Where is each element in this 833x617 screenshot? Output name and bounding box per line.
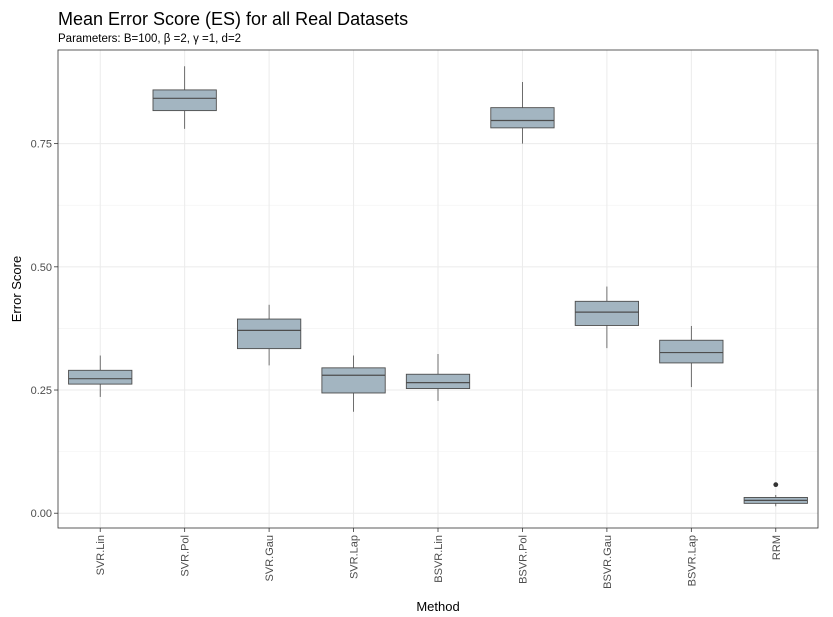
- y-tick-label: 0.25: [31, 385, 52, 397]
- x-axis-title: Method: [416, 599, 459, 614]
- boxes-layer: [68, 66, 808, 507]
- box-rrm: [743, 482, 808, 507]
- x-tick-label: BSVR.Gau: [602, 535, 614, 589]
- box-bsvr-lin: [405, 354, 471, 401]
- box-iqr: [236, 318, 302, 350]
- box-bsvr-pol: [490, 82, 555, 144]
- box-bsvr-gau: [574, 286, 640, 349]
- x-tick-label: BSVR.Lin: [433, 535, 445, 583]
- box-svr-gau: [236, 304, 302, 366]
- y-axis-title: Error Score: [9, 256, 24, 322]
- grid-lines: [58, 50, 818, 528]
- box-iqr: [68, 369, 133, 385]
- x-tick-label: SVR.Pol: [180, 535, 192, 577]
- box-iqr: [405, 373, 471, 389]
- box-iqr: [659, 339, 724, 364]
- chart-subtitle: Parameters: B=100, β =2, γ =1, d=2: [58, 33, 241, 45]
- box-svr-lap: [321, 355, 386, 412]
- box-iqr: [490, 107, 555, 129]
- x-tick-label: BSVR.Pol: [517, 535, 529, 584]
- x-tick-label: SVR.Lin: [95, 535, 107, 575]
- outlier-point: [773, 482, 779, 488]
- x-tick-label: SVR.Gau: [264, 535, 276, 581]
- box-iqr: [321, 367, 386, 394]
- box-iqr: [574, 300, 640, 326]
- chart-title: Mean Error Score (ES) for all Real Datas…: [58, 9, 408, 29]
- y-tick-label: 0.75: [31, 139, 52, 151]
- box-svr-lin: [68, 355, 133, 397]
- y-tick-label: 0.00: [31, 508, 52, 520]
- y-tick-label: 0.50: [31, 262, 52, 274]
- box-bsvr-lap: [659, 325, 724, 388]
- box-iqr: [152, 89, 217, 112]
- x-tick-label: SVR.Lap: [349, 535, 361, 579]
- box-svr-pol: [152, 66, 217, 129]
- axes-layer: 0.00 0.25 0.50 0.75 SVR.Lin SVR.Pol SVR.Gau SVR…: [31, 139, 783, 589]
- x-tick-label: BSVR.Lap: [686, 535, 698, 586]
- x-tick-label: RRM: [771, 535, 783, 560]
